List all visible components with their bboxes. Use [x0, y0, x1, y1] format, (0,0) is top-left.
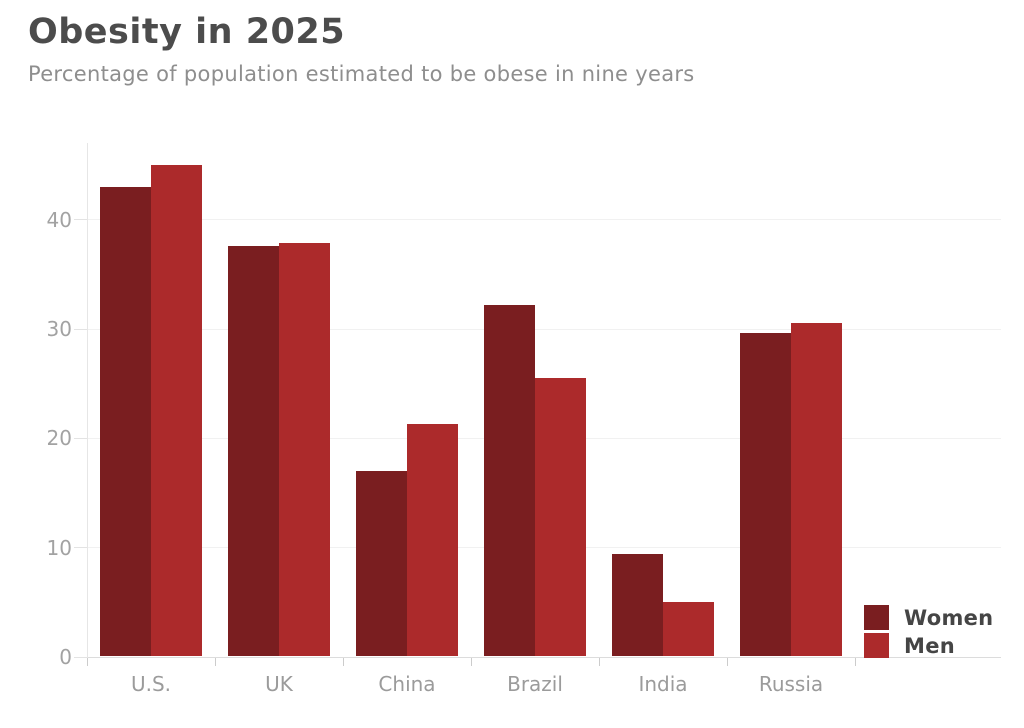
gridline-40 — [87, 219, 1001, 221]
y-axis-tick-0 — [74, 656, 87, 658]
y-axis-tick-20 — [74, 437, 87, 439]
y-axis-label-40: 40 — [46, 207, 72, 232]
chart-header: Obesity in 2025 Percentage of population… — [28, 12, 695, 86]
legend: Women Men — [864, 605, 993, 661]
legend-label-men: Men — [904, 633, 955, 658]
bar-women-brazil[interactable] — [484, 304, 535, 657]
bar-men-india[interactable] — [663, 601, 714, 657]
bar-men-us[interactable] — [151, 164, 202, 657]
bar-men-china[interactable] — [407, 423, 458, 657]
gridline-0 — [87, 656, 1001, 658]
x-axis-label-china: China — [378, 671, 436, 696]
women-color-swatch — [864, 605, 889, 630]
x-axis-label-russia: Russia — [758, 671, 824, 696]
gridline-30 — [87, 328, 1001, 330]
bar-women-india[interactable] — [612, 553, 663, 657]
y-axis-label-0: 0 — [59, 645, 72, 669]
x-axis-tick-4 — [599, 657, 600, 666]
bar-women-uk[interactable] — [228, 245, 279, 657]
legend-item-women: Women — [864, 605, 993, 630]
bar-women-russia[interactable] — [740, 332, 791, 657]
x-axis-tick-5 — [727, 657, 728, 666]
x-axis-tick-2 — [343, 657, 344, 666]
x-axis-tick-0 — [87, 657, 88, 666]
bar-women-china[interactable] — [356, 470, 407, 657]
x-axis-label-uk: UK — [265, 671, 293, 696]
legend-label-women: Women — [904, 605, 994, 630]
y-axis-tick-30 — [74, 328, 87, 330]
chart-title: Obesity in 2025 — [28, 12, 346, 52]
men-color-swatch — [864, 633, 889, 658]
y-axis-label-20: 20 — [46, 426, 72, 451]
x-axis-label-us: U.S. — [130, 671, 172, 696]
y-axis-label-30: 30 — [46, 317, 72, 342]
bar-men-brazil[interactable] — [535, 377, 586, 657]
x-axis-tick-1 — [215, 657, 216, 666]
y-axis-tick-10 — [74, 547, 87, 549]
y-axis-line — [87, 143, 88, 658]
x-axis-label-brazil: Brazil — [507, 671, 563, 696]
x-axis-label-india: India — [638, 671, 688, 696]
y-axis-tick-40 — [74, 219, 87, 221]
bar-men-russia[interactable] — [791, 323, 842, 657]
bar-men-uk[interactable] — [279, 243, 330, 657]
legend-item-men: Men — [864, 633, 993, 658]
x-axis-tick-6 — [855, 657, 856, 666]
chart-subtitle: Percentage of population estimated to be… — [28, 62, 695, 86]
y-axis-label-10: 10 — [46, 535, 72, 560]
x-axis-tick-3 — [471, 657, 472, 666]
bar-women-us[interactable] — [100, 186, 151, 657]
